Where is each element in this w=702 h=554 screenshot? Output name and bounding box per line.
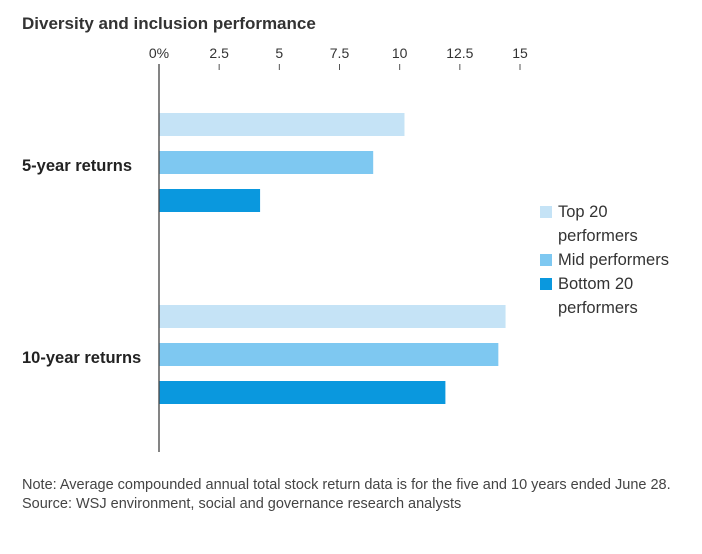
legend-label-top-20-line1: Top 20 [558, 203, 608, 221]
legend-label-top-20-line2: performers [558, 227, 638, 245]
bars [159, 113, 506, 404]
x-tick-label: 15 [512, 45, 528, 61]
legend: Top 20 performers Mid performers Bottom … [540, 200, 700, 320]
legend-label-bottom-20-line1: Bottom 20 [558, 275, 634, 293]
category-label: 5-year returns [22, 157, 132, 175]
legend-label-bottom-20-line2: performers [558, 299, 638, 317]
bar-5yr-mid [159, 151, 374, 174]
legend-label-mid: Mid performers [558, 251, 669, 269]
bar-5yr-bottom-20 [159, 189, 261, 212]
x-axis-ticks: 0% 2.5 5 7.5 10 12.5 15 [149, 45, 528, 70]
legend-item-mid: Mid performers [540, 248, 700, 272]
x-tick-label: 12.5 [446, 45, 473, 61]
x-tick-label: 5 [275, 45, 283, 61]
category-labels: 5-year returns 10-year returns [22, 157, 141, 367]
x-tick-label: 7.5 [330, 45, 350, 61]
category-label: 10-year returns [22, 349, 141, 367]
source-text: Source: WSJ environment, social and gove… [22, 496, 462, 512]
bar-chart: 0% 2.5 5 7.5 10 12.5 15 5-year returns 10-year … [22, 45, 528, 452]
note-text: Note: Average compounded annual total st… [22, 477, 671, 493]
bar-10yr-bottom-20 [159, 381, 446, 404]
bar-5yr-top-20 [159, 113, 405, 136]
legend-swatch-top-20 [540, 206, 552, 218]
footnote: Note: Average compounded annual total st… [22, 476, 692, 514]
legend-swatch-bottom-20 [540, 278, 552, 290]
legend-swatch-mid [540, 254, 552, 266]
legend-item-top-20: Top 20 performers [540, 200, 700, 248]
x-tick-label: 2.5 [209, 45, 229, 61]
chart-title: Diversity and inclusion performance [22, 14, 316, 33]
bar-10yr-mid [159, 343, 499, 366]
legend-item-bottom-20: Bottom 20 performers [540, 272, 700, 320]
x-tick-label: 0% [149, 45, 169, 61]
x-tick-label: 10 [392, 45, 408, 61]
bar-10yr-top-20 [159, 305, 506, 328]
